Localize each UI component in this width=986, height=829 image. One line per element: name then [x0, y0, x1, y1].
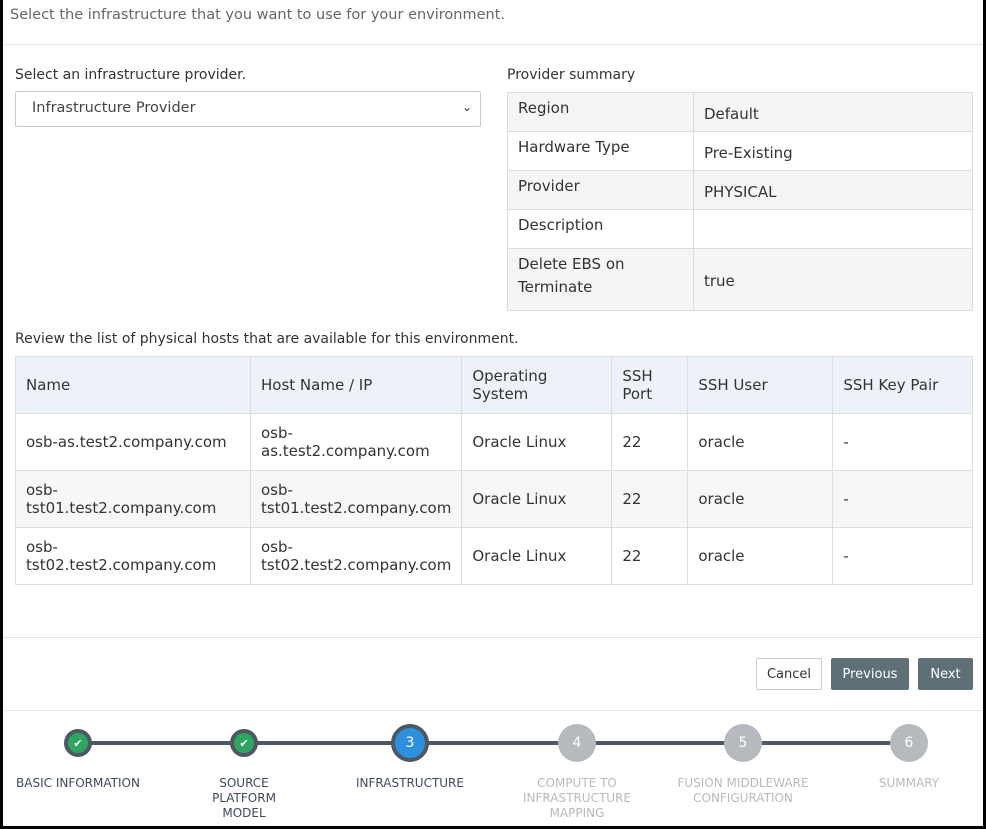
cell-ssh-port: 22 — [611, 527, 689, 585]
col-name: Name — [15, 356, 251, 414]
summary-value: PHYSICAL — [693, 170, 973, 210]
cancel-button[interactable]: Cancel — [756, 658, 822, 690]
step-basic-information[interactable]: ✔ BASIC INFORMATION — [3, 724, 153, 791]
cell-ssh-key: - — [832, 527, 973, 585]
step-label: COMPUTE TO INFRASTRUCTURE MAPPING — [523, 776, 631, 820]
col-ssh-port: SSH Port — [611, 356, 689, 414]
table-row: osb-tst01.test2.company.com osb-tst01.te… — [15, 470, 973, 528]
cell-name: osb-tst02.test2.company.com — [15, 527, 251, 585]
previous-button[interactable]: Previous — [831, 658, 909, 690]
step-label: SUMMARY — [878, 776, 940, 790]
col-ssh-key: SSH Key Pair — [832, 356, 973, 414]
summary-label: Delete EBS on Terminate — [507, 248, 694, 311]
provider-label: Select an infrastructure provider. — [15, 67, 247, 83]
step-compute-mapping: 4 COMPUTE TO INFRASTRUCTURE MAPPING — [502, 724, 652, 821]
summary-label: Region — [507, 92, 694, 132]
check-icon: ✔ — [230, 729, 258, 757]
cell-ssh-key: - — [832, 470, 973, 528]
summary-row: Provider PHYSICAL — [507, 170, 973, 210]
cell-os: Oracle Linux — [461, 413, 613, 471]
summary-row: Region Default — [507, 92, 973, 132]
col-os: Operating System — [461, 356, 613, 414]
cell-ssh-key: - — [832, 413, 973, 471]
cell-ssh-port: 22 — [611, 470, 689, 528]
summary-value: true — [693, 248, 973, 311]
summary-label: Provider — [507, 170, 694, 210]
table-row: osb-as.test2.company.com osb-as.test2.co… — [15, 413, 973, 471]
step-number: 3 — [391, 724, 429, 762]
step-number: 4 — [558, 724, 596, 762]
check-icon: ✔ — [64, 729, 92, 757]
step-label: SOURCE PLATFORM MODEL — [212, 776, 276, 820]
col-ssh-user: SSH User — [687, 356, 834, 414]
step-label: FUSION MIDDLEWARE CONFIGURATION — [677, 776, 809, 805]
stepper-track — [78, 741, 910, 745]
provider-select[interactable]: Infrastructure Provider ⌄ — [15, 91, 481, 127]
cell-ssh-user: oracle — [687, 470, 834, 528]
divider — [3, 710, 983, 711]
step-label: BASIC INFORMATION — [16, 776, 140, 790]
summary-title: Provider summary — [507, 67, 636, 83]
hosts-caption: Review the list of physical hosts that a… — [15, 331, 519, 347]
cell-ssh-user: oracle — [687, 527, 834, 585]
step-number: 6 — [890, 724, 928, 762]
cell-ssh-port: 22 — [611, 413, 689, 471]
chevron-down-icon: ⌄ — [461, 100, 472, 114]
divider — [3, 637, 983, 638]
step-infrastructure[interactable]: 3 INFRASTRUCTURE — [335, 724, 485, 791]
col-hostname: Host Name / IP — [249, 356, 463, 414]
step-fmw-configuration: 5 FUSION MIDDLEWARE CONFIGURATION — [668, 724, 818, 806]
table-header: Name Host Name / IP Operating System SSH… — [15, 356, 973, 414]
cell-os: Oracle Linux — [461, 470, 613, 528]
cell-name: osb-tst01.test2.company.com — [15, 470, 251, 528]
instruction-text: Select the infrastructure that you want … — [10, 7, 506, 23]
summary-value: Default — [693, 92, 973, 132]
summary-value — [693, 209, 973, 249]
step-label: INFRASTRUCTURE — [356, 776, 464, 790]
summary-row: Description — [507, 209, 973, 249]
cell-hostname: osb-tst01.test2.company.com — [249, 470, 463, 528]
divider — [3, 44, 983, 45]
next-button[interactable]: Next — [918, 658, 973, 690]
cell-hostname: osb-tst02.test2.company.com — [249, 527, 463, 585]
cell-hostname: osb-as.test2.company.com — [249, 413, 463, 471]
wizard-page: Select the infrastructure that you want … — [3, 0, 983, 826]
step-number: 5 — [724, 724, 762, 762]
summary-label: Hardware Type — [507, 131, 694, 171]
cell-name: osb-as.test2.company.com — [15, 413, 251, 471]
summary-label: Description — [507, 209, 694, 249]
step-source-platform-model[interactable]: ✔ SOURCE PLATFORM MODEL — [169, 724, 319, 821]
step-summary: 6 SUMMARY — [834, 724, 984, 791]
hosts-table: Name Host Name / IP Operating System SSH… — [15, 356, 973, 585]
cell-ssh-user: oracle — [687, 413, 834, 471]
provider-summary-table: Region Default Hardware Type Pre-Existing … — [507, 92, 973, 311]
provider-select-value: Infrastructure Provider — [32, 100, 196, 116]
table-row: osb-tst02.test2.company.com osb-tst02.te… — [15, 527, 973, 585]
cell-os: Oracle Linux — [461, 527, 613, 585]
summary-value: Pre-Existing — [693, 131, 973, 171]
summary-row: Delete EBS on Terminate true — [507, 248, 973, 311]
summary-row: Hardware Type Pre-Existing — [507, 131, 973, 171]
